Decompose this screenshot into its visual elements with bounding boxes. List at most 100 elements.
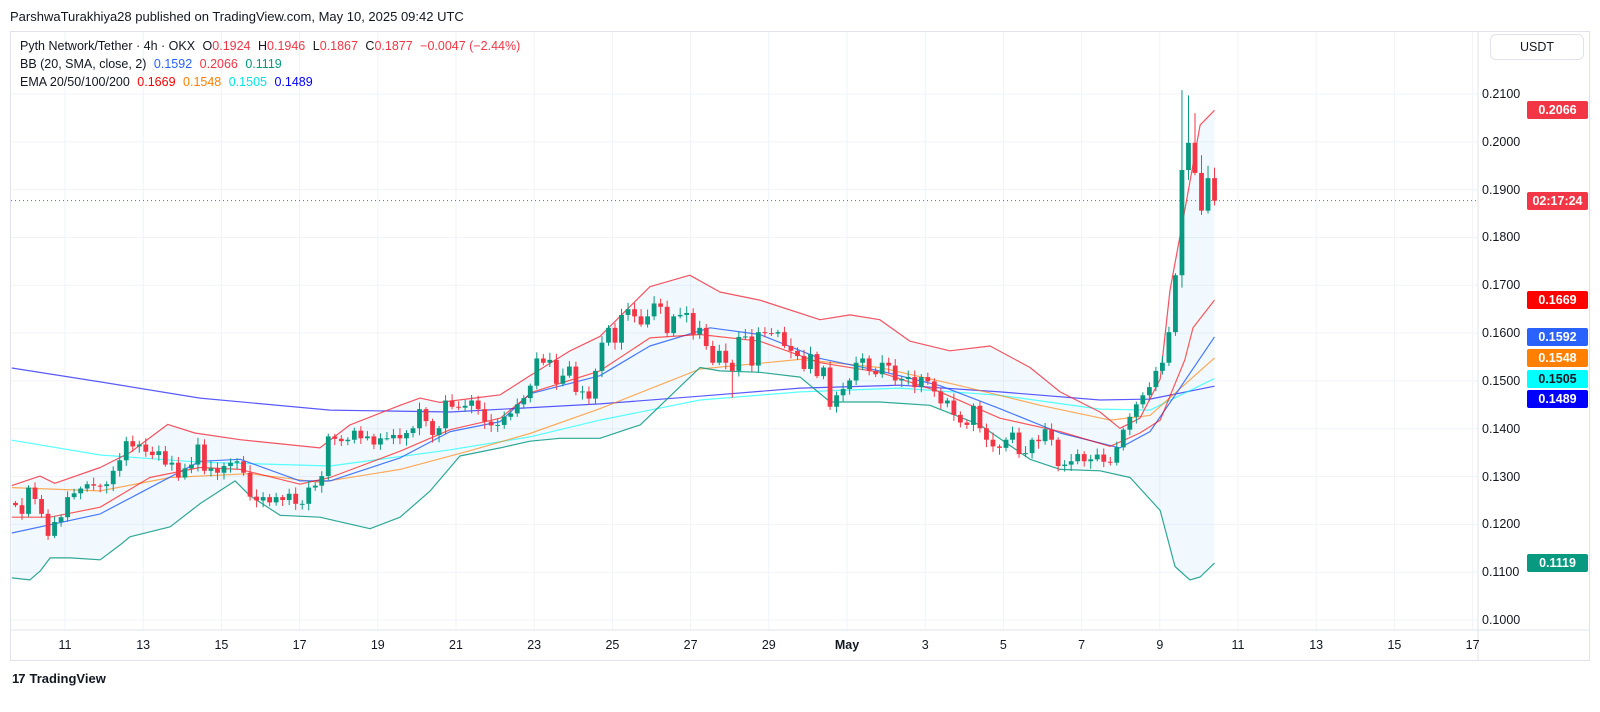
currency-button[interactable]: USDT	[1490, 34, 1584, 60]
ema100-line	[11, 377, 1215, 467]
candle-body	[149, 451, 155, 456]
candle-down	[1049, 423, 1055, 446]
legend-symbol-row[interactable]: Pyth Network/Tether · 4h · OKX O0.1924 H…	[20, 39, 524, 53]
candle-body	[755, 332, 761, 366]
candle-down	[573, 361, 579, 396]
candle-body	[938, 391, 944, 404]
candle-up	[169, 455, 175, 471]
candle-up	[312, 482, 318, 491]
candle-body	[612, 327, 618, 343]
candle-up	[345, 437, 351, 446]
candle-down	[788, 338, 794, 359]
candle-up	[1133, 401, 1139, 424]
candle-body	[586, 391, 592, 399]
candle-up	[384, 431, 390, 441]
candle-up	[606, 325, 611, 346]
price-tick-label: 0.1500	[1482, 373, 1521, 388]
candle-up	[1127, 413, 1133, 436]
candle-up	[834, 391, 839, 413]
candle-body	[325, 436, 331, 477]
candle-down	[1055, 437, 1061, 472]
candle-up	[755, 327, 761, 373]
candle-body	[1127, 416, 1133, 430]
candle-body	[1166, 332, 1172, 363]
candle-body	[560, 375, 566, 384]
candle-body	[123, 441, 129, 461]
candle-up	[697, 320, 703, 339]
bb-upper-price-label: 0.2066	[1527, 101, 1588, 120]
legend-ema-row[interactable]: EMA 20/50/100/200 0.1669 0.1548 0.1505 0…	[20, 75, 317, 89]
candle-down	[475, 395, 481, 415]
candle-up	[195, 437, 201, 472]
candle-down	[358, 426, 364, 444]
candle-up	[286, 488, 292, 506]
date-tick-label: 19	[370, 638, 385, 652]
price-tick-label: 0.1400	[1482, 421, 1521, 436]
ema50-price-label: 0.1548	[1527, 348, 1588, 367]
candle-up	[391, 429, 396, 445]
high-label: H	[258, 39, 268, 53]
candle-down	[723, 343, 729, 370]
candle-body	[827, 367, 833, 407]
candle-body	[273, 497, 279, 503]
candle-body	[606, 327, 611, 343]
candle-body	[580, 391, 585, 393]
candle-up	[736, 331, 742, 377]
candle-up	[1140, 392, 1146, 409]
candle-body	[573, 366, 579, 392]
candle-body	[58, 517, 64, 522]
candle-up	[918, 374, 924, 393]
candle-up	[104, 481, 110, 494]
candle-up	[527, 383, 533, 403]
candle-body	[944, 400, 950, 404]
candle-up	[1003, 437, 1009, 452]
candle-down	[873, 367, 879, 378]
date-tick-label: 13	[136, 638, 151, 652]
candle-body	[814, 354, 820, 377]
candle-body	[254, 496, 259, 501]
candle-down	[247, 465, 253, 501]
candle-down	[782, 326, 787, 349]
candle-down	[886, 357, 892, 373]
candle-up	[821, 365, 826, 380]
candle-body	[931, 381, 937, 392]
candle-body	[840, 389, 846, 396]
candle-up	[1179, 90, 1185, 288]
candle-body	[371, 436, 377, 445]
candle-body	[182, 468, 188, 478]
candle-up	[208, 460, 214, 477]
legend-symbol: Pyth Network/Tether · 4h · OKX	[20, 39, 196, 53]
candle-up	[189, 456, 194, 474]
candle-body	[821, 367, 826, 377]
candle-body	[1186, 142, 1191, 171]
change-value: −0.0047 (−2.44%)	[420, 39, 521, 53]
candle-up	[742, 329, 748, 340]
tradingview-logo[interactable]: 17 TradingView	[12, 671, 106, 686]
candle-body	[234, 461, 240, 463]
candle-body	[78, 488, 84, 494]
candle-body	[905, 377, 911, 380]
candle-body	[345, 439, 351, 442]
date-tick-label: 3	[921, 638, 929, 652]
candle-down	[977, 401, 983, 433]
candle-up	[521, 395, 527, 409]
candle-down	[91, 477, 97, 491]
candle-up	[319, 471, 325, 493]
candle-body	[1023, 453, 1028, 455]
high-group: H0.1946	[258, 39, 305, 53]
candle-up	[508, 410, 514, 421]
candle-down	[997, 444, 1002, 455]
candle-down	[827, 361, 833, 410]
bb-label: BB (20, SMA, close, 2)	[20, 57, 147, 71]
legend-bb-row[interactable]: BB (20, SMA, close, 2) 0.1592 0.2066 0.1…	[20, 57, 286, 71]
candle-body	[280, 497, 286, 500]
candle-up	[671, 314, 677, 337]
ema-label: EMA 20/50/100/200	[20, 75, 130, 89]
candle-up	[501, 411, 507, 429]
candle-up	[299, 500, 305, 510]
candle-body	[469, 400, 475, 406]
candle-body	[215, 468, 220, 473]
candle-body	[306, 487, 312, 504]
candle-body	[26, 487, 31, 514]
